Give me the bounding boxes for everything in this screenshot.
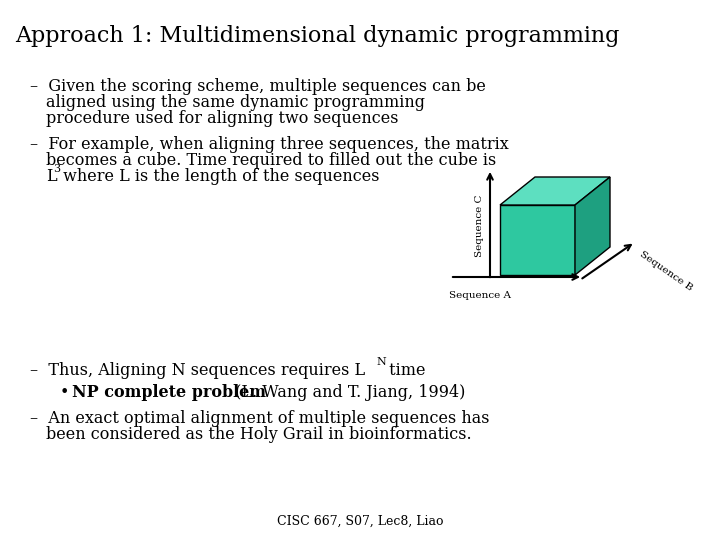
Polygon shape (575, 177, 610, 275)
Text: –  For example, when aligning three sequences, the matrix: – For example, when aligning three seque… (30, 136, 509, 153)
Polygon shape (500, 205, 575, 275)
Text: CISC 667, S07, Lec8, Liao: CISC 667, S07, Lec8, Liao (276, 515, 444, 528)
Text: N: N (376, 357, 386, 367)
Text: procedure used for aligning two sequences: procedure used for aligning two sequence… (46, 110, 398, 127)
Text: where L is the length of the sequences: where L is the length of the sequences (58, 168, 379, 185)
Text: 3: 3 (53, 164, 60, 174)
Text: (L. Wang and T. Jiang, 1994): (L. Wang and T. Jiang, 1994) (230, 384, 465, 401)
Text: becomes a cube. Time required to filled out the cube is: becomes a cube. Time required to filled … (46, 152, 496, 169)
Text: Sequence C: Sequence C (475, 195, 484, 257)
Text: L: L (46, 168, 57, 185)
Text: time: time (384, 362, 426, 379)
Text: been considered as the Holy Grail in bioinformatics.: been considered as the Holy Grail in bio… (46, 426, 472, 443)
Text: aligned using the same dynamic programming: aligned using the same dynamic programmi… (46, 94, 425, 111)
Text: –  Given the scoring scheme, multiple sequences can be: – Given the scoring scheme, multiple seq… (30, 78, 486, 95)
Text: Approach 1: Multidimensional dynamic programming: Approach 1: Multidimensional dynamic pro… (15, 25, 619, 47)
Polygon shape (500, 177, 610, 205)
Text: NP complete problem: NP complete problem (72, 384, 266, 401)
Text: –  Thus, Aligning N sequences requires L: – Thus, Aligning N sequences requires L (30, 362, 365, 379)
Text: Sequence A: Sequence A (449, 291, 511, 300)
Text: Sequence B: Sequence B (638, 250, 694, 293)
Text: •: • (60, 384, 80, 401)
Text: –  An exact optimal alignment of multiple sequences has: – An exact optimal alignment of multiple… (30, 410, 490, 427)
